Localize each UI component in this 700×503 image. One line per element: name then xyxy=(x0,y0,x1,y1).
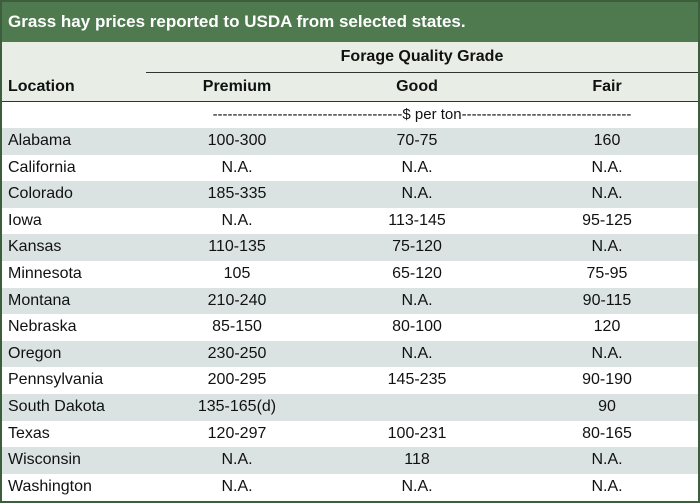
cell-location: Kansas xyxy=(8,238,62,256)
cell-fair: 90-190 xyxy=(582,371,632,389)
cell-fair: 120 xyxy=(593,318,621,336)
cell-fair: N.A. xyxy=(591,451,623,469)
table-row: Alabama 100-300 70-75 160 xyxy=(2,128,698,155)
cell-premium: 135-165(d) xyxy=(197,397,277,415)
table-row: California N.A. N.A. N.A. xyxy=(2,154,698,182)
grade-group-label: Forage Quality Grade xyxy=(340,48,504,65)
cell-premium: 110-135 xyxy=(208,238,266,256)
units-label: --------------------------------------$ … xyxy=(212,106,632,123)
cell-location: Iowa xyxy=(8,211,42,229)
cell-premium: N.A. xyxy=(221,211,253,229)
cell-premium: 200-295 xyxy=(207,371,267,389)
cell-fair: 160 xyxy=(593,132,621,149)
cell-premium: 85-150 xyxy=(212,318,262,336)
cell-good: 65-120 xyxy=(392,264,442,282)
table-row: South Dakota 135-165(d) 90 xyxy=(2,393,698,421)
cell-premium: 210-240 xyxy=(207,291,267,309)
cell-premium: 105 xyxy=(223,264,251,282)
table-row: Pennsylvania 200-295 145-235 90-190 xyxy=(2,367,698,394)
cell-location: Minnesota xyxy=(8,264,82,282)
cell-good: 145-235 xyxy=(387,371,447,389)
cell-good: N.A. xyxy=(401,158,433,176)
cell-good: 75-120 xyxy=(392,238,442,256)
cell-location: Wisconsin xyxy=(8,451,81,469)
cell-fair: 95-125 xyxy=(582,211,632,229)
table-row: Wisconsin N.A. 118 N.A. xyxy=(2,447,698,474)
table-row: Texas 120-297 100-231 80-165 xyxy=(2,420,698,448)
cell-location: California xyxy=(8,158,76,176)
cell-good: N.A. xyxy=(401,477,433,495)
cell-premium: 100-300 xyxy=(207,132,267,149)
cell-location: Oregon xyxy=(8,344,62,362)
column-header-fair: Fair xyxy=(592,78,622,95)
cell-fair: 90-115 xyxy=(582,291,632,309)
cell-fair: N.A. xyxy=(591,185,623,203)
cell-good: N.A. xyxy=(401,291,433,309)
cell-premium: 120-297 xyxy=(207,424,267,442)
table-row: Nebraska 85-150 80-100 120 xyxy=(2,314,698,341)
cell-location: Nebraska xyxy=(8,318,77,336)
cell-good: N.A. xyxy=(401,344,433,362)
cell-location: South Dakota xyxy=(8,397,105,415)
units-row: --------------------------------------$ … xyxy=(2,102,698,128)
table-row: Oregon 230-250 N.A. N.A. xyxy=(2,340,698,368)
cell-location: Colorado xyxy=(8,185,73,203)
cell-fair: N.A. xyxy=(591,238,623,256)
column-header-location: Location xyxy=(8,78,75,95)
cell-location: Pennsylvania xyxy=(8,371,104,389)
cell-fair: N.A. xyxy=(591,477,623,495)
grade-group-rule xyxy=(146,72,698,73)
header-rule xyxy=(2,101,698,102)
cell-location: Alabama xyxy=(8,132,72,149)
cell-good: 113-145 xyxy=(388,211,446,229)
table-row: Montana 210-240 N.A. 90-115 xyxy=(2,287,698,315)
cell-fair: N.A. xyxy=(591,158,623,176)
cell-location: Montana xyxy=(8,291,71,309)
table-title: Grass hay prices reported to USDA from s… xyxy=(2,2,698,42)
column-header-premium: Premium xyxy=(202,78,272,95)
table-row: Minnesota 105 65-120 75-95 xyxy=(2,260,698,288)
cell-fair: 80-165 xyxy=(582,424,632,442)
cell-location: Washington xyxy=(8,477,92,495)
table-body: Alabama 100-300 70-75 160 California N.A. N.A.… xyxy=(2,128,698,501)
cell-good: 70-75 xyxy=(396,132,438,149)
cell-good: N.A. xyxy=(401,185,433,203)
cell-premium: 230-250 xyxy=(207,344,267,362)
cell-premium: N.A. xyxy=(221,477,253,495)
cell-premium: 185-335 xyxy=(207,185,267,203)
cell-premium: N.A. xyxy=(221,158,253,176)
cell-good: 100-231 xyxy=(387,424,447,442)
column-header-good: Good xyxy=(396,78,438,95)
table-header: Forage Quality Grade Location Premium Go… xyxy=(2,42,698,102)
cell-fair: 90 xyxy=(598,397,616,415)
cell-location: Texas xyxy=(8,424,50,442)
cell-good: 80-100 xyxy=(392,318,442,336)
cell-premium: N.A. xyxy=(221,451,253,469)
table-row: Iowa N.A. 113-145 95-125 xyxy=(2,207,698,235)
cell-fair: N.A. xyxy=(591,344,623,362)
table-row: Colorado 185-335 N.A. N.A. xyxy=(2,181,698,208)
table-row: Kansas 110-135 75-120 N.A. xyxy=(2,234,698,261)
cell-good: 118 xyxy=(404,451,430,469)
table-row: Washington N.A. N.A. N.A. xyxy=(2,473,698,501)
cell-fair: 75-95 xyxy=(586,264,628,282)
